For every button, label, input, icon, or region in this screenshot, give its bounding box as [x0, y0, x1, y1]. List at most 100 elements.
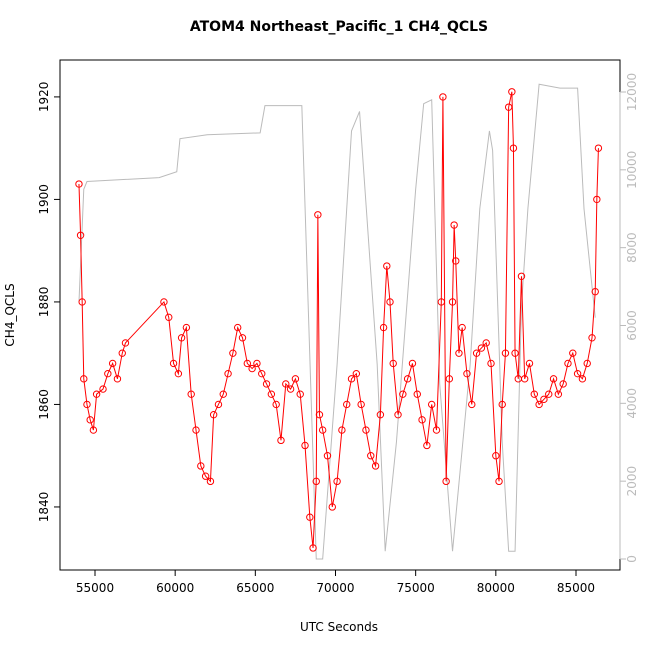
data-point	[594, 144, 603, 152]
data-point	[318, 426, 327, 434]
data-point	[229, 349, 237, 357]
data-point	[80, 375, 88, 383]
data-point	[187, 390, 195, 398]
data-point	[530, 390, 539, 398]
data-point	[423, 441, 431, 450]
data-point	[504, 103, 513, 111]
data-point	[219, 390, 227, 398]
data-point	[253, 359, 261, 368]
data-point	[224, 369, 232, 378]
data-point	[309, 544, 317, 552]
data-point	[487, 359, 495, 368]
data-point	[564, 359, 572, 368]
data-point	[593, 195, 601, 204]
data-point	[554, 390, 563, 398]
data-point	[75, 180, 83, 188]
data-point	[277, 436, 285, 445]
data-point	[192, 426, 200, 434]
data-point	[403, 375, 412, 383]
data-point	[535, 400, 543, 409]
data-point	[357, 400, 365, 409]
data-point	[328, 503, 336, 511]
data-point	[408, 359, 417, 368]
data-point	[399, 390, 407, 398]
data-point	[495, 477, 503, 486]
data-point	[177, 334, 186, 342]
data-point	[492, 451, 500, 460]
y-axis-label: CH4_QCLS	[3, 283, 17, 346]
data-point	[214, 400, 223, 409]
x-tick-label: 55000	[76, 581, 114, 595]
data-point	[458, 323, 466, 332]
data-point	[347, 375, 356, 383]
data-point	[113, 375, 122, 383]
data-point	[362, 426, 370, 434]
data-point	[583, 359, 591, 368]
data-point	[267, 390, 276, 398]
y2-tick-label: 6000	[625, 310, 639, 341]
data-point	[418, 416, 426, 424]
y2-tick-label: 4000	[625, 388, 639, 419]
data-point	[86, 416, 94, 424]
data-point	[452, 257, 460, 265]
data-point	[301, 441, 309, 450]
data-point	[314, 211, 322, 219]
data-point	[545, 390, 553, 398]
data-point	[333, 477, 341, 486]
y2-tick-label: 8000	[625, 232, 639, 263]
data-point	[578, 375, 587, 383]
data-point	[371, 462, 380, 470]
x-tick-label: 85000	[557, 581, 595, 595]
x-tick-label: 70000	[316, 581, 354, 595]
data-point	[389, 359, 397, 368]
data-point	[591, 287, 599, 296]
data-point	[509, 144, 518, 152]
data-point	[282, 380, 290, 388]
data-point	[121, 339, 130, 347]
data-point	[376, 410, 385, 419]
data-point	[272, 400, 280, 409]
data-point	[588, 334, 596, 342]
data-point	[104, 369, 112, 378]
data-point	[238, 334, 247, 342]
x-tick-label: 65000	[236, 581, 274, 595]
data-point	[445, 375, 454, 383]
data-point	[468, 400, 476, 409]
data-point	[437, 298, 446, 306]
data-point	[386, 298, 394, 306]
data-point	[472, 349, 481, 357]
data-point	[540, 395, 548, 404]
data-point	[573, 369, 582, 378]
data-point	[379, 323, 388, 332]
data-point	[394, 410, 402, 419]
data-point	[286, 385, 295, 393]
data-point	[233, 323, 242, 332]
data-point	[108, 359, 117, 368]
data-point	[160, 298, 168, 306]
series-line	[78, 83, 596, 560]
y-tick-label: 1880	[37, 287, 51, 318]
data-point	[498, 400, 506, 409]
data-point	[442, 477, 450, 486]
data-point	[517, 272, 526, 281]
data-point	[78, 298, 86, 306]
data-point	[291, 375, 300, 383]
y2-tick-label: 10000	[625, 151, 639, 189]
y-tick-label: 1840	[37, 492, 51, 523]
x-tick-label: 75000	[397, 581, 435, 595]
data-point	[248, 364, 256, 373]
y2-tick-label: 12000	[625, 73, 639, 111]
data-point	[477, 344, 486, 352]
y-tick-label: 1920	[37, 82, 51, 113]
data-point	[448, 298, 457, 306]
data-point	[315, 410, 324, 419]
x-tick-label: 80000	[477, 581, 515, 595]
data-point	[455, 349, 463, 357]
data-point	[209, 410, 218, 419]
data-point	[559, 380, 567, 388]
data-point	[92, 390, 101, 398]
data-point	[99, 385, 107, 393]
data-point	[367, 451, 375, 460]
